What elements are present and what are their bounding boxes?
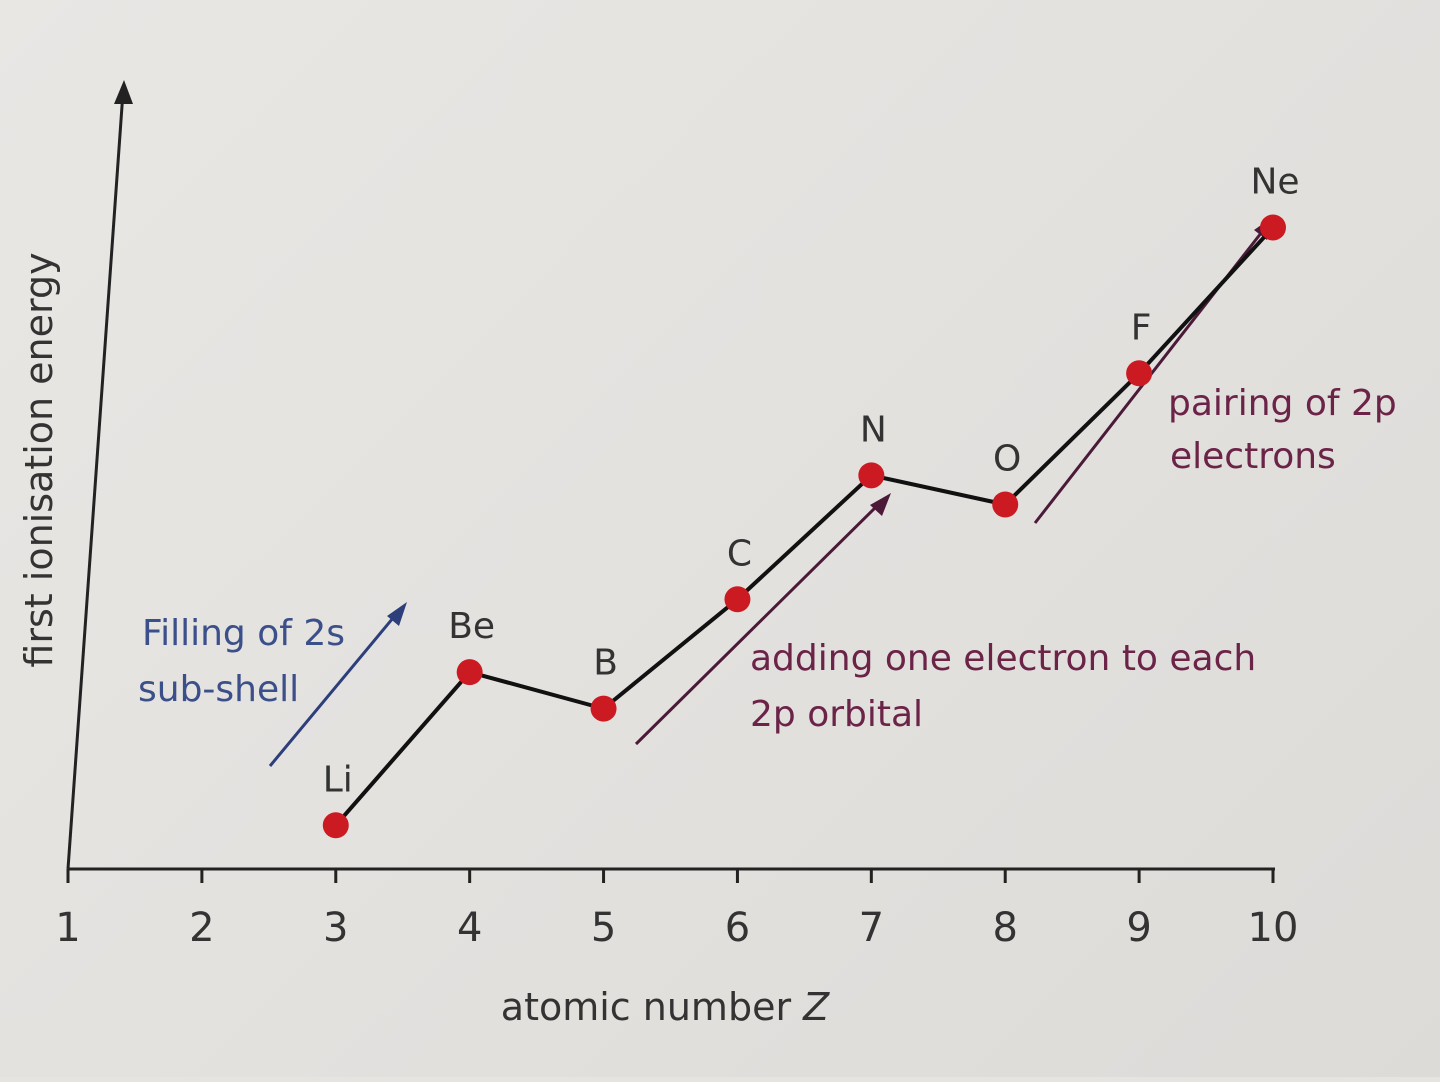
annotation-filling-2s-line2: sub-shell — [138, 669, 299, 710]
x-tick-label-3: 3 — [323, 905, 348, 951]
annotation-adding-2p-line2: 2p orbital — [750, 694, 923, 735]
data-label-be: Be — [448, 606, 495, 647]
data-point-f — [1126, 360, 1153, 387]
y-axis-arrowhead — [114, 80, 133, 104]
x-tick-label-10: 10 — [1248, 905, 1299, 951]
x-tick-label-8: 8 — [992, 905, 1017, 951]
data-point-ne — [1260, 214, 1286, 241]
annotation-adding-2p: adding one electron to each 2p orbital — [750, 638, 1268, 735]
adding-2p-arrowhead — [870, 493, 891, 516]
x-axis-tick-labels: 1 2 3 4 5 6 7 8 9 10 — [55, 905, 1298, 951]
filling-2s-arrow — [268, 611, 400, 767]
series-line — [334, 226, 1275, 827]
x-tick-label-7: 7 — [859, 905, 884, 951]
data-label-c: C — [727, 533, 752, 574]
x-tick-label-1: 1 — [55, 905, 80, 951]
data-point-c — [724, 586, 751, 613]
series-point-labels: Li Be B C N O F Ne — [323, 161, 1300, 800]
data-point-o — [992, 491, 1019, 518]
annotation-pairing-2p-line1: pairing of 2p — [1168, 383, 1397, 424]
data-label-b: B — [593, 643, 618, 684]
x-axis-title-text: atomic number — [501, 985, 792, 1029]
annotation-pairing-2p-line2: electrons — [1170, 436, 1336, 477]
x-tick-label-2: 2 — [189, 905, 214, 951]
filling-2s-arrowhead — [387, 602, 407, 626]
x-tick-label-5: 5 — [591, 905, 616, 951]
data-point-b — [590, 695, 617, 722]
x-tick-label-4: 4 — [457, 905, 482, 951]
data-point-be — [456, 659, 483, 686]
data-label-li: Li — [323, 759, 353, 800]
series-line-group — [334, 226, 1275, 827]
adding-2p-arrow — [634, 501, 882, 746]
data-label-o: O — [993, 439, 1021, 480]
series-points-group — [322, 214, 1286, 839]
x-axis-title: atomic number Z — [501, 985, 830, 1029]
data-label-n: N — [860, 409, 887, 450]
x-axis-title-variable: Z — [802, 985, 830, 1029]
x-tick-label-9: 9 — [1126, 905, 1151, 951]
annotation-filling-2s: Filling of 2s sub-shell — [138, 613, 356, 710]
y-axis-title: first ionisation energy — [17, 252, 61, 667]
annotation-pairing-2p: pairing of 2p electrons — [1168, 383, 1408, 477]
annotation-filling-2s-line1: Filling of 2s — [142, 613, 345, 654]
y-axis — [66, 91, 125, 870]
data-label-ne: Ne — [1250, 161, 1299, 202]
data-point-li — [322, 812, 349, 839]
x-tick-label-6: 6 — [725, 905, 750, 951]
data-point-n — [858, 462, 885, 489]
x-axis-ticks — [66, 869, 1275, 883]
data-label-f: F — [1131, 307, 1152, 348]
annotation-adding-2p-line1: adding one electron to each — [750, 638, 1256, 679]
